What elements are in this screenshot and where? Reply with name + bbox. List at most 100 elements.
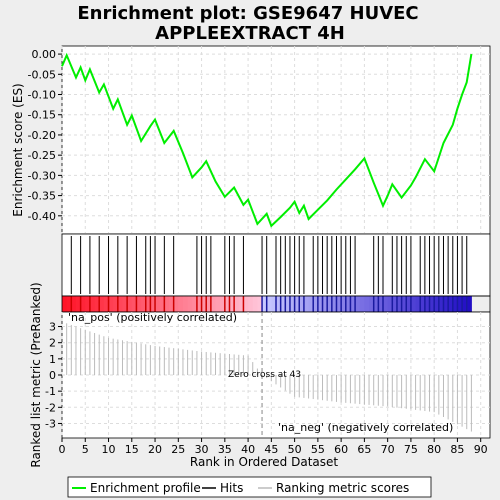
color-bar-cell — [434, 296, 440, 312]
color-bar-cell — [150, 296, 156, 312]
rank-xtick-label: 25 — [171, 443, 185, 456]
color-bar-cell — [331, 296, 337, 312]
color-bar-cell — [257, 296, 263, 312]
ranking-metric-bars — [66, 323, 472, 432]
es-ytick-label: -0.35 — [28, 190, 56, 203]
color-bar-cell — [85, 296, 91, 312]
x-axis-label: Rank in Ordered Dataset — [190, 455, 338, 469]
rank-xtick-label: 75 — [404, 443, 418, 456]
color-bar-cell — [99, 296, 105, 312]
rank-xtick-label: 30 — [195, 443, 209, 456]
rank-xtick-label: 50 — [288, 443, 302, 456]
color-bar-cell — [141, 296, 147, 312]
rank-xtick-label: 20 — [148, 443, 162, 456]
enrichment-profile-line — [61, 52, 473, 228]
color-bar-cell — [62, 296, 68, 312]
color-bar-cell — [80, 296, 86, 312]
color-bar-cell — [369, 296, 375, 312]
color-bar-cell — [248, 296, 254, 312]
color-bar-cell — [206, 296, 212, 312]
color-bar-cell — [350, 296, 356, 312]
color-bar-cell — [276, 296, 282, 312]
legend-enrichment-label: Enrichment profile — [90, 481, 201, 495]
ranking-y-ticks: 3 2 1 0 -1 -2 -3 — [45, 321, 62, 430]
color-bar-cell — [271, 296, 277, 312]
es-ytick-label: -0.40 — [28, 210, 56, 223]
color-bar-cell — [462, 296, 468, 312]
color-bar-cell — [169, 296, 175, 312]
color-bar-cell — [317, 296, 324, 312]
color-bar-cell — [159, 296, 165, 312]
color-bar-cell — [327, 296, 333, 312]
rank-ytick-label: 2 — [49, 337, 56, 350]
color-bar-cell — [210, 296, 217, 312]
color-bar-cell — [355, 296, 361, 312]
color-bar-cell — [313, 296, 319, 312]
neg-correlated-label: 'na_neg' (negatively correlated) — [278, 421, 453, 434]
color-bar-cell — [429, 296, 435, 312]
rank-xtick-label: 70 — [381, 443, 395, 456]
color-bar-cell — [415, 296, 421, 312]
color-bar-cell — [387, 296, 393, 312]
es-ytick-label: -0.20 — [28, 129, 56, 142]
color-bar-cell — [294, 296, 300, 312]
hit-markers — [70, 236, 468, 294]
color-bar-cell — [89, 296, 96, 312]
rank-xtick-label: 45 — [264, 443, 278, 456]
legend — [67, 476, 432, 498]
color-bar-cell — [234, 296, 240, 312]
color-bar-cell — [136, 296, 142, 312]
color-bar-cell — [336, 296, 342, 312]
rank-ytick-label: -3 — [45, 417, 56, 430]
chart-title-line-2: APPLEEXTRACT 4H — [155, 23, 345, 44]
color-bar-cell — [406, 296, 412, 312]
color-bar-cell — [341, 296, 347, 312]
color-bar-cell — [392, 296, 398, 312]
color-bar-cell — [420, 296, 426, 312]
rank-ytick-label: 0 — [49, 369, 56, 382]
color-bar-cell — [173, 296, 179, 312]
color-bar-cell — [322, 296, 328, 312]
color-bar-cell — [378, 296, 384, 312]
ranking-x-ticks: 0 5 10 15 20 25 30 35 40 45 50 55 60 65 70 75 80 85 90 — [59, 438, 488, 456]
color-bar-cell — [443, 296, 449, 312]
legend-ranking-label: Ranking metric scores — [276, 481, 409, 495]
color-bar-cell — [113, 296, 119, 312]
color-bar-cell — [238, 296, 244, 312]
rank-xtick-label: 10 — [102, 443, 116, 456]
color-bar-cell — [103, 296, 110, 312]
color-bar-cell — [117, 296, 123, 312]
enrichment-y-ticks: 0.00 -0.05 -0.10 -0.15 -0.20 -0.25 -0.30 -0.35 -… — [28, 48, 62, 223]
color-bar-cell — [224, 296, 230, 312]
color-bar-cell — [466, 296, 472, 312]
es-ytick-label: -0.05 — [28, 68, 56, 81]
color-bar-cell — [373, 296, 379, 312]
color-bar-cell — [155, 296, 161, 312]
es-ytick-label: 0.00 — [32, 48, 57, 61]
rank-ytick-label: -1 — [45, 385, 56, 398]
ranking-axis-label: Ranked list metric (PreRanked) — [29, 282, 43, 467]
color-bar-cell — [108, 296, 114, 312]
color-bar-cell — [131, 296, 137, 312]
color-bar-cell — [127, 296, 133, 312]
color-bar-cell — [266, 296, 272, 312]
rank-ytick-label: -2 — [45, 401, 56, 414]
pos-correlated-label: 'na_pos' (positively correlated) — [68, 311, 237, 324]
color-bar-cell — [285, 296, 291, 312]
rank-xtick-label: 15 — [125, 443, 139, 456]
es-axis-label: Enrichment score (ES) — [11, 83, 25, 216]
color-bar-cell — [438, 296, 444, 312]
color-bar-cell — [289, 296, 296, 312]
rank-xtick-label: 55 — [311, 443, 325, 456]
color-bar-cell — [75, 296, 82, 312]
color-bar-cell — [410, 296, 417, 312]
color-bar-cell — [71, 296, 77, 312]
rank-xtick-label: 90 — [474, 443, 488, 456]
color-bar-cell — [359, 296, 365, 312]
color-bar-cell — [229, 296, 235, 312]
rank-ytick-label: 1 — [49, 353, 56, 366]
color-bar-cell — [164, 296, 170, 312]
color-bar-cell — [178, 296, 184, 312]
es-ytick-label: -0.30 — [28, 169, 56, 182]
